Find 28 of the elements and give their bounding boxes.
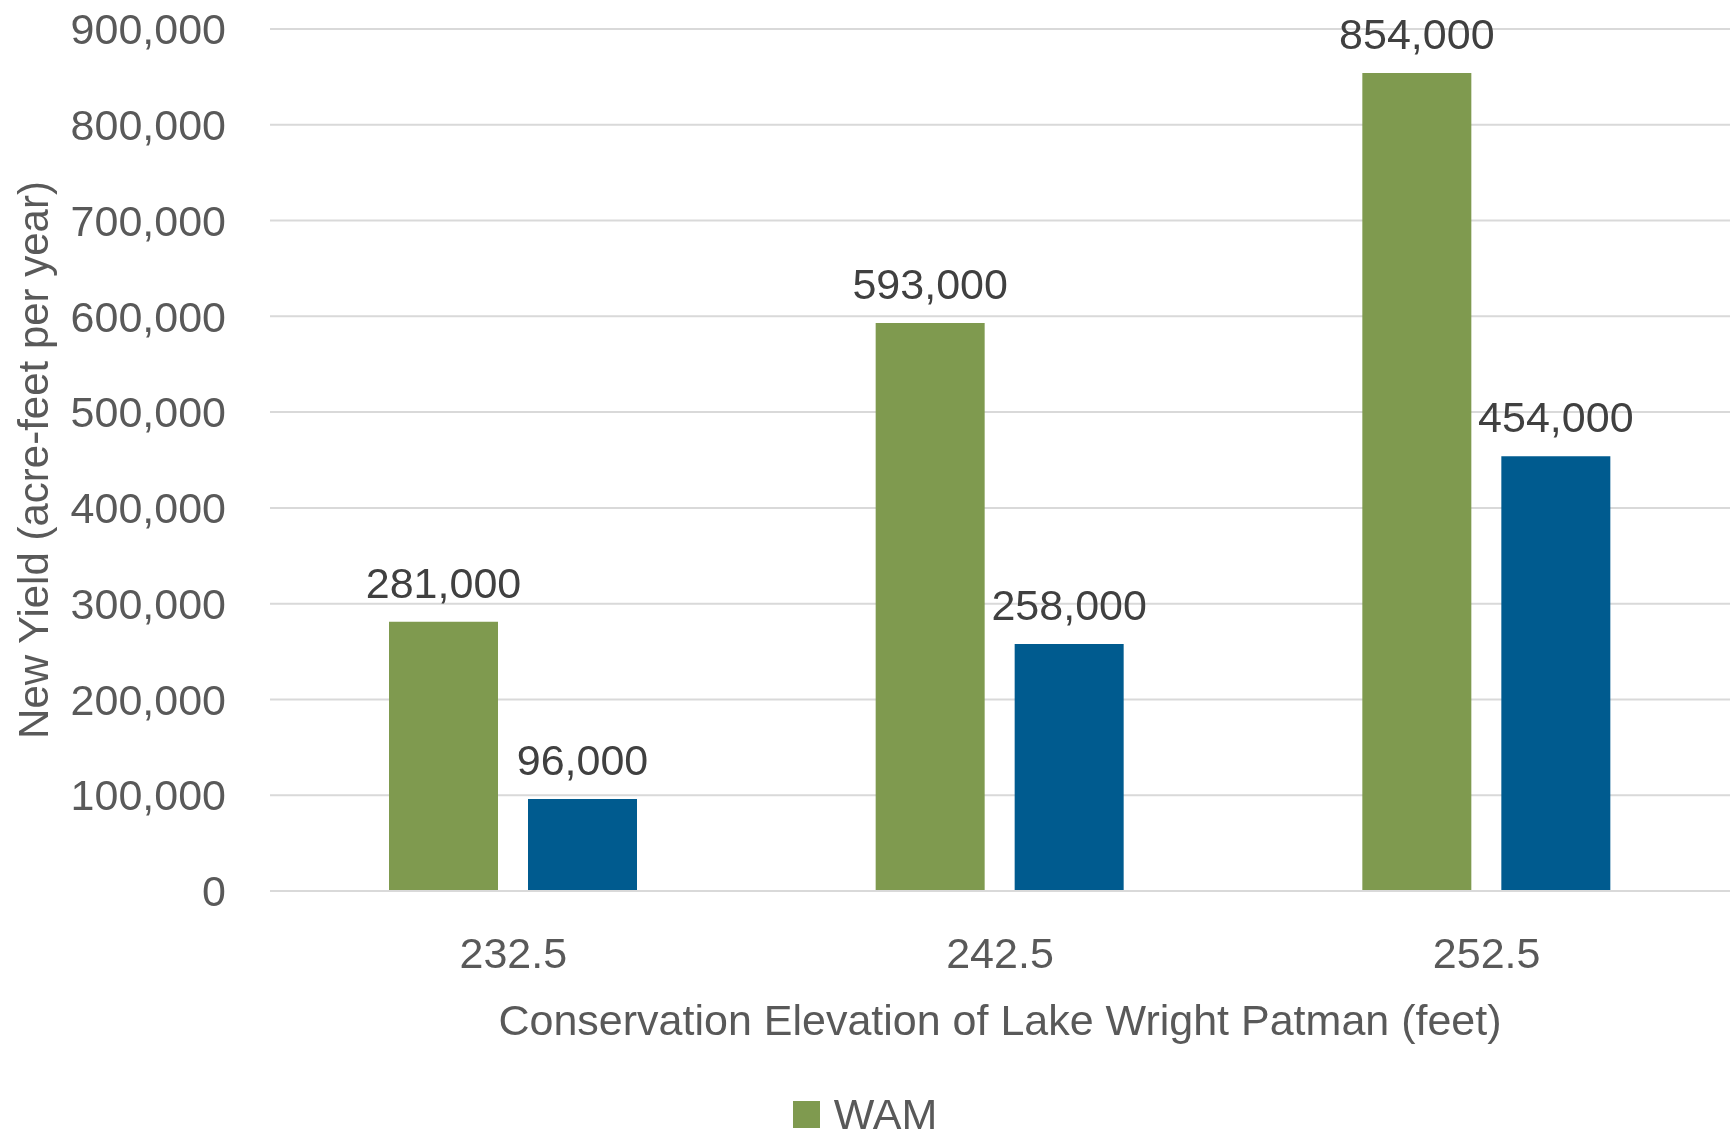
bar [1501, 456, 1611, 891]
x-tick-label: 232.5 [459, 928, 568, 977]
y-tick-label: 700,000 [70, 196, 226, 245]
bar [389, 621, 498, 891]
y-tick-label: 800,000 [70, 101, 226, 150]
data-label: 593,000 [852, 260, 1008, 309]
y-tick-label: 900,000 [70, 5, 226, 54]
y-tick-label: 300,000 [70, 579, 226, 628]
y-tick-label: 0 [202, 867, 226, 916]
y-tick-label: 400,000 [70, 484, 226, 533]
data-label: 258,000 [991, 580, 1147, 629]
bar [1014, 643, 1124, 891]
bar [1362, 73, 1472, 891]
bar [528, 799, 637, 891]
y-tick-label: 200,000 [70, 675, 226, 724]
bar [875, 323, 985, 891]
x-axis-title: Conservation Elevation of Lake Wright Patman (feet) [498, 996, 1502, 1044]
x-tick-label: 252.5 [1432, 928, 1541, 977]
y-tick-label: 500,000 [70, 388, 226, 437]
data-label: 281,000 [365, 558, 522, 607]
data-label: 454,000 [1478, 393, 1634, 442]
x-tick-label: 242.5 [946, 928, 1054, 977]
y-tick-label: 600,000 [70, 292, 226, 341]
y-axis-title: New Yield (acre-feet per year) [9, 181, 57, 739]
data-label: 854,000 [1339, 10, 1495, 59]
y-tick-label: 100,000 [70, 771, 226, 820]
legend-label: WAM [833, 1090, 938, 1136]
data-label: 96,000 [516, 736, 649, 785]
